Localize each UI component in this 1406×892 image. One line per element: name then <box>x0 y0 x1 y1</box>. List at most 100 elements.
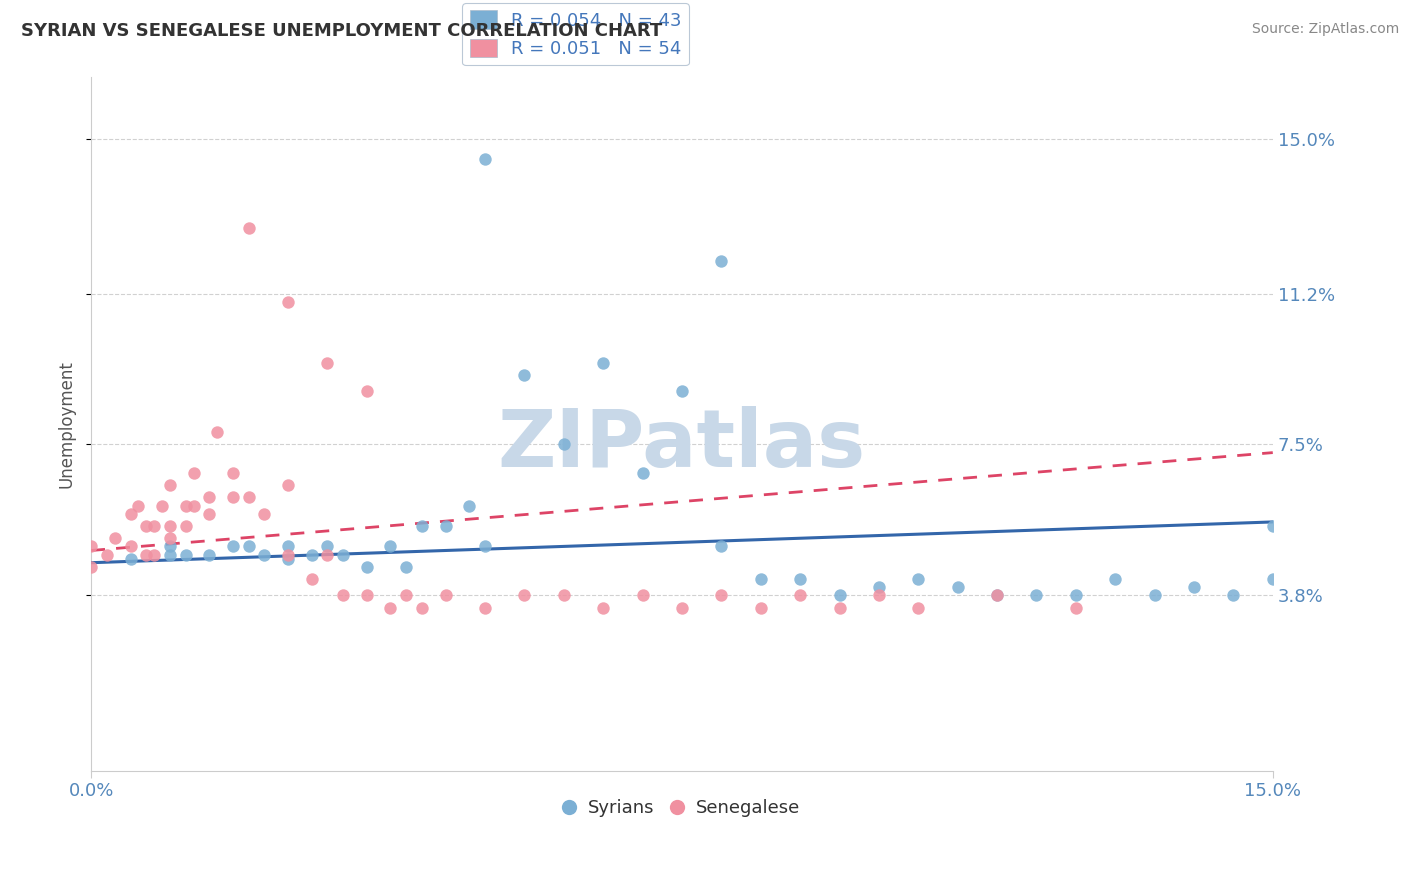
Point <box>277 540 299 554</box>
Point <box>238 540 260 554</box>
Point <box>986 588 1008 602</box>
Point <box>198 548 221 562</box>
Point <box>143 548 166 562</box>
Point <box>80 559 103 574</box>
Point <box>135 519 157 533</box>
Point <box>553 437 575 451</box>
Point <box>411 600 433 615</box>
Point <box>710 540 733 554</box>
Point <box>277 478 299 492</box>
Point <box>749 600 772 615</box>
Point <box>183 466 205 480</box>
Point <box>301 572 323 586</box>
Point <box>135 548 157 562</box>
Point <box>356 384 378 399</box>
Point <box>183 499 205 513</box>
Point <box>198 507 221 521</box>
Point <box>868 580 890 594</box>
Point <box>434 588 457 602</box>
Point <box>1064 600 1087 615</box>
Point <box>1222 588 1244 602</box>
Point <box>671 384 693 399</box>
Point <box>104 531 127 545</box>
Point <box>174 548 197 562</box>
Point <box>238 491 260 505</box>
Point <box>828 588 851 602</box>
Point <box>513 368 536 383</box>
Point <box>222 466 245 480</box>
Point <box>159 478 181 492</box>
Point <box>159 519 181 533</box>
Point <box>80 540 103 554</box>
Point <box>356 588 378 602</box>
Point <box>316 548 339 562</box>
Point <box>316 540 339 554</box>
Point <box>120 507 142 521</box>
Point <box>143 519 166 533</box>
Point <box>1104 572 1126 586</box>
Point <box>868 588 890 602</box>
Point <box>907 600 929 615</box>
Point <box>1025 588 1047 602</box>
Point <box>789 572 811 586</box>
Point <box>332 588 354 602</box>
Point <box>553 588 575 602</box>
Point <box>749 572 772 586</box>
Point <box>174 519 197 533</box>
Point <box>253 548 276 562</box>
Point <box>277 548 299 562</box>
Point <box>789 588 811 602</box>
Text: Source: ZipAtlas.com: Source: ZipAtlas.com <box>1251 22 1399 37</box>
Point <box>474 152 496 166</box>
Text: SYRIAN VS SENEGALESE UNEMPLOYMENT CORRELATION CHART: SYRIAN VS SENEGALESE UNEMPLOYMENT CORREL… <box>21 22 662 40</box>
Point <box>458 499 481 513</box>
Point <box>907 572 929 586</box>
Point <box>277 551 299 566</box>
Point <box>356 559 378 574</box>
Point <box>159 540 181 554</box>
Point <box>395 559 418 574</box>
Point <box>434 519 457 533</box>
Text: ZIPatlas: ZIPatlas <box>498 406 866 483</box>
Point <box>159 531 181 545</box>
Point <box>513 588 536 602</box>
Point <box>222 491 245 505</box>
Legend: Syrians, Senegalese: Syrians, Senegalese <box>557 791 807 824</box>
Point <box>710 588 733 602</box>
Point <box>946 580 969 594</box>
Point <box>198 491 221 505</box>
Point <box>1261 572 1284 586</box>
Point <box>127 499 149 513</box>
Point <box>671 600 693 615</box>
Point <box>395 588 418 602</box>
Y-axis label: Unemployment: Unemployment <box>58 360 75 488</box>
Point <box>474 540 496 554</box>
Point <box>411 519 433 533</box>
Point <box>277 294 299 309</box>
Point <box>238 221 260 235</box>
Point <box>710 254 733 268</box>
Point <box>1261 519 1284 533</box>
Point <box>592 600 614 615</box>
Point <box>222 540 245 554</box>
Point <box>120 540 142 554</box>
Point <box>96 548 118 562</box>
Point <box>380 600 402 615</box>
Point <box>205 425 228 440</box>
Point <box>159 548 181 562</box>
Point <box>592 356 614 370</box>
Point <box>380 540 402 554</box>
Point <box>253 507 276 521</box>
Point <box>301 548 323 562</box>
Point <box>316 356 339 370</box>
Point <box>174 499 197 513</box>
Point <box>332 548 354 562</box>
Point <box>1064 588 1087 602</box>
Point <box>150 499 173 513</box>
Point <box>986 588 1008 602</box>
Point <box>120 551 142 566</box>
Point <box>631 588 654 602</box>
Point <box>1143 588 1166 602</box>
Point <box>1182 580 1205 594</box>
Point <box>474 600 496 615</box>
